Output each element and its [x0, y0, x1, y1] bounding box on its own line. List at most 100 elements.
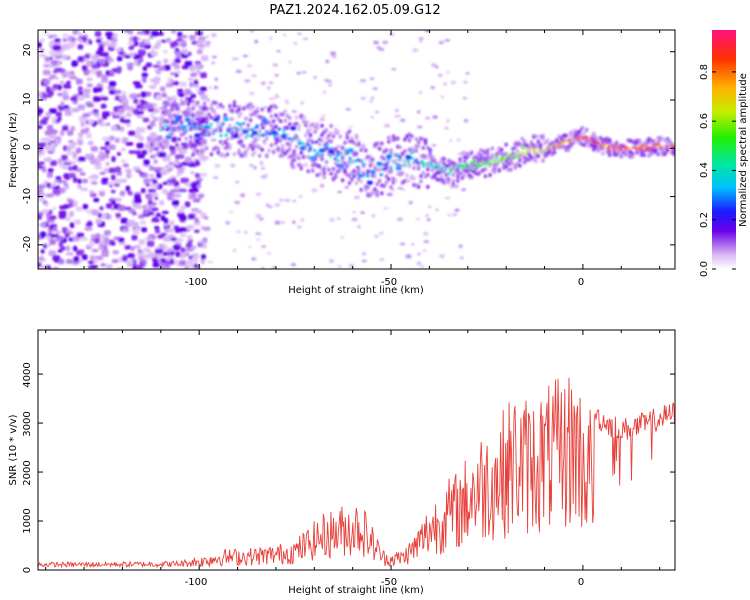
heatmap-cell: [219, 134, 223, 138]
heatmap-cell: [72, 165, 78, 171]
heatmap-cell: [147, 107, 154, 113]
heatmap-cell: [167, 196, 173, 201]
heatmap-cell: [38, 91, 42, 97]
colorbar-tick-0: 0.0: [699, 261, 710, 277]
heatmap-cell: [125, 112, 132, 118]
heatmap-cell: [394, 115, 401, 118]
heatmap-cell: [76, 32, 83, 36]
heatmap-cell: [109, 41, 117, 48]
heatmap-cell: [138, 51, 145, 57]
heatmap-cell: [200, 254, 206, 260]
heatmap-cell: [378, 47, 385, 52]
heatmap-cell: [99, 192, 105, 197]
heatmap-cell: [119, 126, 125, 132]
spectrogram-ticks: [38, 30, 675, 269]
heatmap-cell: [255, 192, 262, 196]
heatmap-cell: [127, 191, 133, 196]
heatmap-cell: [111, 259, 119, 263]
heatmap-cell: [266, 252, 272, 255]
heatmap-cell: [518, 163, 522, 168]
heatmap-cell: [82, 178, 88, 184]
heatmap-cell: [488, 173, 492, 177]
heatmap-cell: [47, 228, 53, 234]
heatmap-cell: [225, 152, 230, 157]
heatmap-cell: [138, 135, 144, 141]
heatmap-cell: [174, 48, 180, 52]
heatmap-cell: [283, 34, 287, 37]
heatmap-cell: [127, 219, 135, 225]
heatmap-cell: [132, 36, 138, 42]
heatmap-cell: [126, 172, 132, 179]
heatmap-cell: [407, 163, 412, 168]
heatmap-cell: [39, 54, 47, 58]
heatmap-cell: [174, 245, 181, 251]
heatmap-cell: [598, 136, 603, 140]
heatmap-cell: [87, 40, 93, 45]
heatmap-cell: [101, 74, 108, 81]
heatmap-cell: [66, 80, 71, 85]
heatmap-cell: [522, 160, 527, 165]
heatmap-cell: [228, 210, 234, 213]
heatmap-cell: [163, 236, 171, 242]
heatmap-cell: [148, 85, 157, 89]
heatmap-cell: [211, 61, 216, 65]
heatmap-cell: [65, 252, 74, 256]
heatmap-cell: [292, 199, 296, 203]
heatmap-cell: [384, 166, 389, 171]
heatmap-cell: [131, 234, 138, 241]
snr-xtick-minus50: -50: [381, 577, 397, 588]
heatmap-cell: [360, 160, 364, 164]
heatmap-cell: [143, 247, 150, 252]
heatmap-cell: [91, 264, 99, 269]
heatmap-cell: [180, 233, 187, 237]
heatmap-cell: [348, 126, 353, 129]
heatmap-cell: [502, 157, 507, 161]
heatmap-cell: [400, 118, 406, 122]
heatmap-cell: [432, 115, 438, 119]
heatmap-cell: [161, 126, 165, 131]
heatmap-cell: [216, 121, 221, 126]
heatmap-cell: [486, 148, 490, 153]
heatmap-cell: [186, 102, 191, 107]
heatmap-cell: [95, 50, 103, 57]
spectrogram-panel: -100 -50 0 Height of straight line (km) …: [8, 29, 676, 296]
colorbar-tick-08: 0.8: [699, 64, 710, 80]
heatmap-cell: [268, 97, 275, 100]
heatmap-cell: [626, 147, 631, 151]
heatmap-cell: [115, 213, 121, 218]
heatmap-cell: [538, 143, 543, 148]
heatmap-cell: [55, 111, 62, 118]
heatmap-cell: [463, 119, 469, 123]
heatmap-cell: [205, 41, 211, 45]
heatmap-cell: [311, 168, 315, 173]
heatmap-cell: [214, 77, 219, 82]
heatmap-cell: [66, 259, 73, 264]
heatmap-cell: [416, 261, 422, 265]
heatmap-cell: [39, 48, 45, 52]
heatmap-cell: [288, 122, 292, 127]
heatmap-cell: [67, 130, 74, 136]
heatmap-cell: [85, 127, 90, 133]
heatmap-cell: [110, 111, 116, 116]
heatmap-cell: [143, 256, 150, 260]
heatmap-cell: [327, 167, 331, 172]
heatmap-cell: [185, 262, 193, 268]
heatmap-cell: [405, 173, 409, 178]
snr-ytick-4000: 4000: [22, 362, 33, 387]
heatmap-cell: [499, 147, 504, 152]
heatmap-cell: [267, 132, 272, 136]
colorbar-tick-02: 0.2: [699, 212, 710, 228]
heatmap-cell: [102, 136, 110, 141]
heatmap-cell: [297, 142, 302, 146]
heatmap-cell: [173, 120, 178, 124]
heatmap-cell: [96, 70, 103, 77]
heatmap-cell: [212, 55, 217, 59]
heatmap-cell: [78, 156, 86, 162]
heatmap-cell: [125, 185, 131, 192]
heatmap-cell: [211, 132, 215, 136]
heatmap-cell: [320, 183, 325, 188]
heatmap-cell: [345, 164, 349, 169]
heatmap-cell: [288, 146, 292, 151]
heatmap-cell: [118, 256, 124, 263]
heatmap-cell: [195, 138, 200, 145]
